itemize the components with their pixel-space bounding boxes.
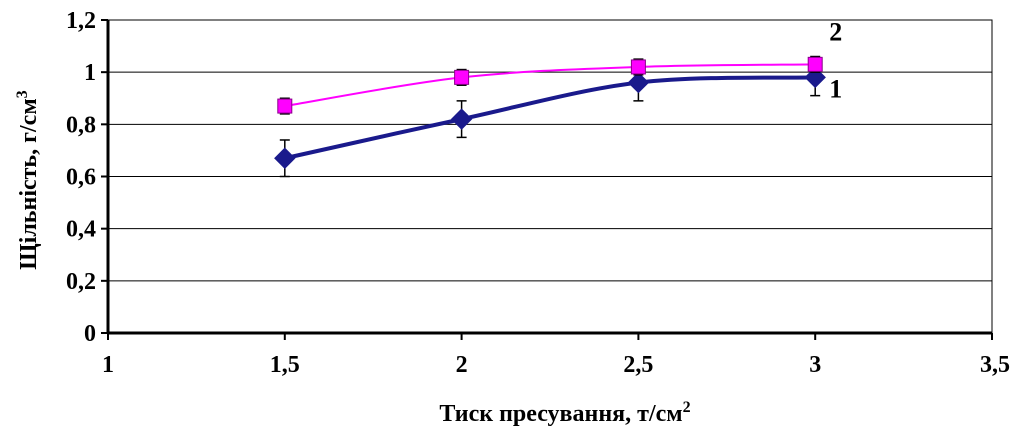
x-axis-title-superscript: 2 (683, 399, 691, 416)
data-point-square (454, 69, 470, 85)
y-tick-label: 0 (84, 321, 96, 347)
y-tick-label: 0,8 (66, 112, 96, 138)
x-axis-title: Тиск пресування, т/см2 (439, 399, 690, 427)
data-point-diamond (627, 71, 650, 94)
y-tick-label: 0,6 (66, 165, 96, 191)
data-point-diamond (450, 108, 473, 130)
x-tick-label: 3 (809, 352, 821, 378)
x-tick-label: 3,5 (980, 352, 1010, 378)
data-point-diamond (274, 147, 296, 169)
x-tick-label: 2,5 (623, 352, 653, 378)
series-labels: 12 (829, 17, 842, 103)
y-tick-label: 0,4 (66, 217, 96, 243)
y-axis-title: Щільність, г/см3 (14, 90, 42, 269)
y-axis-title-superscript: 3 (14, 90, 31, 98)
axes-layer (101, 19, 993, 340)
series-line (284, 75, 816, 161)
x-axis-title-text: Тиск пресування, т/см (439, 401, 682, 427)
series-label-1: 1 (829, 74, 842, 103)
x-tick-label: 2 (456, 352, 468, 378)
y-tick-label: 0,2 (66, 269, 96, 295)
data-point-square (807, 56, 823, 72)
series-1 (274, 58, 826, 178)
y-tick-label: 1 (84, 60, 96, 86)
series-line (284, 63, 816, 108)
data-point-square (277, 98, 293, 114)
grid-layer (108, 19, 992, 282)
series-label-2: 2 (829, 17, 842, 46)
series-layer (274, 55, 826, 178)
x-tick-label: 1,5 (270, 352, 300, 378)
x-tick-label: 1 (102, 352, 114, 378)
data-point-square (630, 59, 646, 75)
tick-labels: 0 0,2 0,4 0,6 0,8 1 1,2 1 1,5 2 2,5 3 3,5 (66, 8, 1010, 378)
series-2 (277, 55, 823, 115)
y-tick-label: 1,2 (66, 8, 96, 34)
y-axis-title-text: Щільність, г/см (16, 98, 42, 269)
